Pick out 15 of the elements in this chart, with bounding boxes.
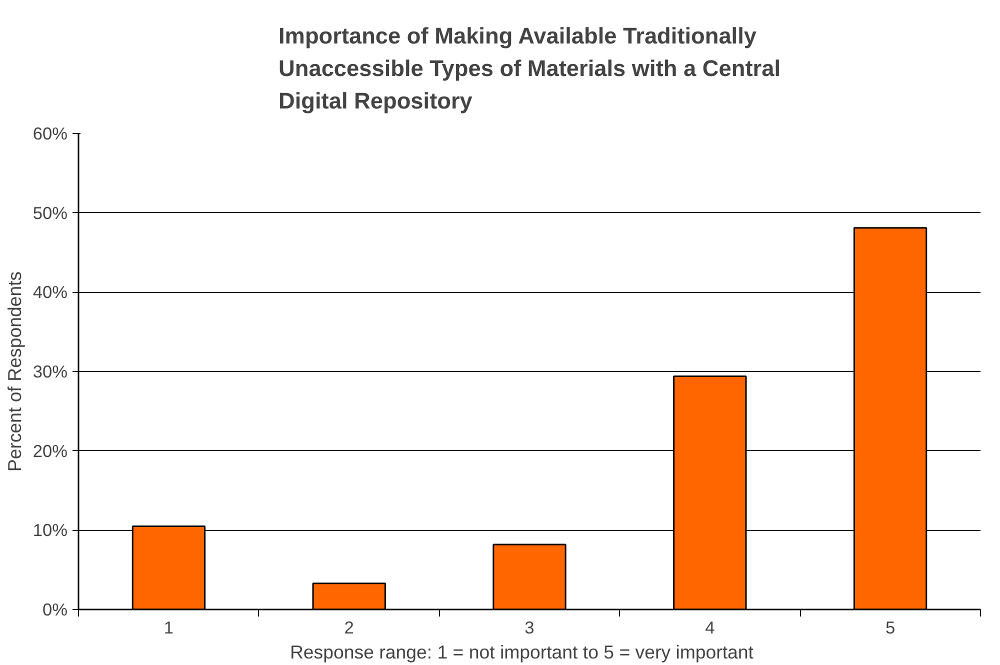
y-tick-label: 30% [32,362,68,382]
chart-title: Importance of Making Available Traditionally Unaccessible Types of Materials with a Central Digital Repository [278,22,780,114]
y-tick-label: 40% [32,282,68,302]
y-tick-label: 10% [32,520,68,540]
x-axis-title: Response range: 1 = not important to 5 = very important [290,642,754,662]
y-tick-label: 50% [32,202,68,223]
y-axis-title: Percent of Respondents [4,271,25,472]
x-tick-label: 2 [344,618,354,638]
y-tick-label: 20% [32,440,68,461]
y-tick-label: 0% [42,600,68,620]
y-tick-label: 60% [32,124,68,144]
x-tick-label: 5 [885,618,896,638]
x-tick-label: 3 [524,618,534,638]
x-tick-label: 4 [705,618,716,638]
x-tick-label: 1 [164,618,174,638]
